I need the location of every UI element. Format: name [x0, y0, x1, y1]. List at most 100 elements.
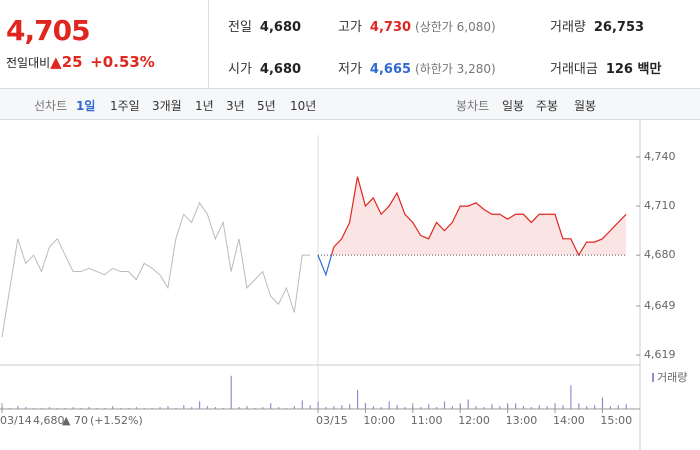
line: [1, 201, 311, 338]
line-up: [318, 176, 627, 256]
header: 4,705 전일대비▲25 +0.53% 전일 4,680 고가 4,730 (상한가 …: [0, 0, 700, 89]
stat-label: 저가: [338, 62, 362, 77]
volume-bar: [151, 408, 153, 409]
period-tab[interactable]: 5년: [257, 99, 276, 113]
volume-bar: [443, 401, 446, 409]
volume-bar: [183, 405, 185, 409]
candle-tab[interactable]: 일봉: [502, 99, 525, 113]
volume-bar: [522, 406, 525, 409]
volume-bar: [412, 406, 414, 409]
volume-bar: [404, 407, 406, 409]
tab-label: 선차트: [34, 99, 68, 113]
stat: 고가 4,730 (상한가 6,080): [338, 16, 496, 35]
footer-change: 70: [74, 414, 88, 427]
stat-value: 4,680: [259, 62, 302, 77]
volume-bar: [625, 404, 627, 409]
volume-bar: [609, 406, 611, 409]
y-tick-label: 4,710: [644, 199, 676, 212]
volume-legend-swatch: [652, 373, 654, 382]
x-tick-label: 03/14: [0, 414, 32, 427]
volume-bar: [475, 406, 477, 409]
x-tick-label: 13:00: [506, 414, 538, 427]
volume-bar: [278, 407, 280, 409]
volume-bar: [570, 385, 572, 409]
period-tab[interactable]: 1일: [76, 99, 96, 113]
volume-bar: [451, 406, 453, 409]
volume-bar: [17, 406, 19, 409]
stat-limit: (하한가 3,280): [415, 62, 496, 76]
volume-bar: [546, 406, 548, 409]
volume-bar: [48, 407, 51, 409]
change-label: 전일대비: [6, 56, 51, 70]
x-tick-label: 11:00: [411, 414, 443, 427]
period-tab[interactable]: 1주일: [110, 99, 140, 113]
volume-bar: [112, 406, 114, 409]
volume-bar: [388, 401, 390, 409]
volume-bar: [530, 407, 532, 409]
stat-label: 전일: [228, 20, 252, 35]
candle-tab[interactable]: 월봉: [574, 99, 597, 113]
volume-bar: [333, 406, 335, 409]
volume-bar: [135, 407, 137, 409]
x-tick-label: 15:00: [600, 414, 632, 427]
volume-bar: [341, 405, 343, 409]
x-tick-label: 10:00: [363, 414, 395, 427]
x-tick-label: 03/15: [316, 414, 348, 427]
stat: 시가 4,680: [228, 58, 301, 77]
volume-bar: [317, 401, 319, 409]
volume-bar: [222, 408, 224, 409]
volume-bar: [372, 406, 374, 409]
volume-bar: [586, 406, 588, 409]
volume-bar: [246, 406, 248, 409]
stat-value: 26,753: [593, 20, 645, 35]
volume-bar: [262, 407, 264, 409]
volume-bar: [467, 399, 469, 409]
volume-bar: [191, 407, 193, 409]
volume-bar: [206, 406, 209, 409]
period-tab[interactable]: 10년: [290, 99, 317, 113]
stat: 저가 4,665 (하한가 3,280): [338, 58, 496, 77]
stat-label: 시가: [228, 62, 252, 77]
price-box: 4,705 전일대비▲25 +0.53%: [0, 0, 209, 88]
area: [331, 176, 627, 256]
period-tab[interactable]: 3년: [226, 99, 245, 113]
period-tab[interactable]: 3개월: [152, 99, 182, 113]
stat-label: 거래대금: [550, 62, 598, 77]
stat-label: 거래량: [550, 20, 586, 35]
y-tick-label: 4,649: [644, 299, 676, 312]
volume-bar: [33, 408, 35, 409]
y-tick-label: 4,680: [644, 248, 676, 261]
tab-label: 봉차트: [456, 99, 490, 113]
volume-bar: [88, 407, 90, 409]
volume-bar: [293, 406, 295, 409]
volume-bar: [214, 407, 216, 409]
price: 4,705: [6, 14, 91, 47]
change-value: 25: [61, 53, 83, 71]
period-tab[interactable]: 1년: [195, 99, 214, 113]
tab-bar: 선차트 1일 1주일 3개월 1년 3년 5년 10년 봉차트 일봉 주봉 월봉: [0, 89, 700, 120]
volume-bar: [396, 405, 398, 409]
volume-bar: [104, 408, 106, 409]
volume-bar: [507, 405, 509, 409]
volume-bar: [64, 408, 66, 409]
change-mark: ▲: [50, 53, 62, 71]
volume-bar: [80, 408, 82, 409]
volume-bar: [601, 397, 604, 409]
volume-bar: [491, 404, 493, 409]
volume-bar: [159, 407, 161, 409]
volume-bar: [25, 407, 27, 409]
volume-bar: [578, 403, 580, 409]
y-tick-label: 4,619: [644, 348, 676, 361]
volume-bar: [357, 390, 359, 409]
volume-bar: [1, 407, 3, 409]
volume-bar: [199, 401, 201, 409]
y-tick-label: 4,740: [644, 150, 676, 163]
volume-bar: [9, 408, 11, 409]
stat: 거래대금 126 백만: [550, 58, 661, 77]
volume-bar: [127, 408, 130, 409]
candle-tab[interactable]: 주봉: [536, 99, 559, 113]
volume-bar: [483, 407, 485, 409]
volume-bar: [238, 407, 240, 409]
